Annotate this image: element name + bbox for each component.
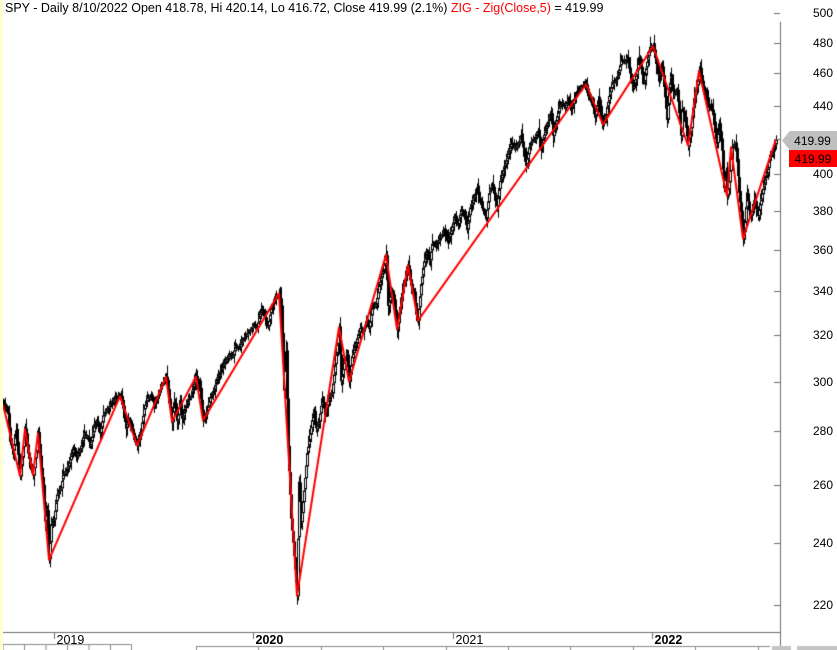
last-price-tag-value: 419.99 [794,133,831,148]
year-label-2020: 2020 [255,633,284,647]
price-axis-label-500: 500 [812,6,833,21]
chart-title: SPY - Daily 8/10/2022 Open 418.78, Hi 42… [5,1,603,15]
zigzag-value-tag: 419.99 [789,150,837,167]
title-indicator-text: ZIG - Zig(Close,5) [450,1,551,15]
price-axis-label-340: 340 [812,284,833,299]
price-axis-label-360: 360 [812,243,833,258]
year-label-2021: 2021 [455,633,484,647]
price-axis-label-220: 220 [812,598,833,613]
price-axis-label-380: 380 [812,204,833,219]
price-axis-label-260: 260 [812,477,833,492]
price-axis-label-320: 320 [812,328,833,343]
title-indicator-value: = 419.99 [550,1,604,15]
price-axis-label-300: 300 [812,374,833,389]
zigzag-tag-value: 419.99 [794,151,832,166]
title-ohlc-text: SPY - Daily 8/10/2022 Open 418.78, Hi 42… [5,1,451,15]
price-axis-label-280: 280 [812,424,833,439]
price-axis-label-460: 460 [812,66,833,81]
year-label-2019: 2019 [56,633,85,647]
price-axis-label-440: 440 [812,98,833,113]
price-axis-label-400: 400 [812,167,833,182]
price-axis-label-480: 480 [812,35,833,50]
price-axis-label-240: 240 [812,535,833,550]
year-label-2022: 2022 [654,633,683,647]
window-left-border [0,0,3,650]
last-price-tag: 419.99 [782,131,837,150]
bottom-scrollbar[interactable] [0,644,837,650]
